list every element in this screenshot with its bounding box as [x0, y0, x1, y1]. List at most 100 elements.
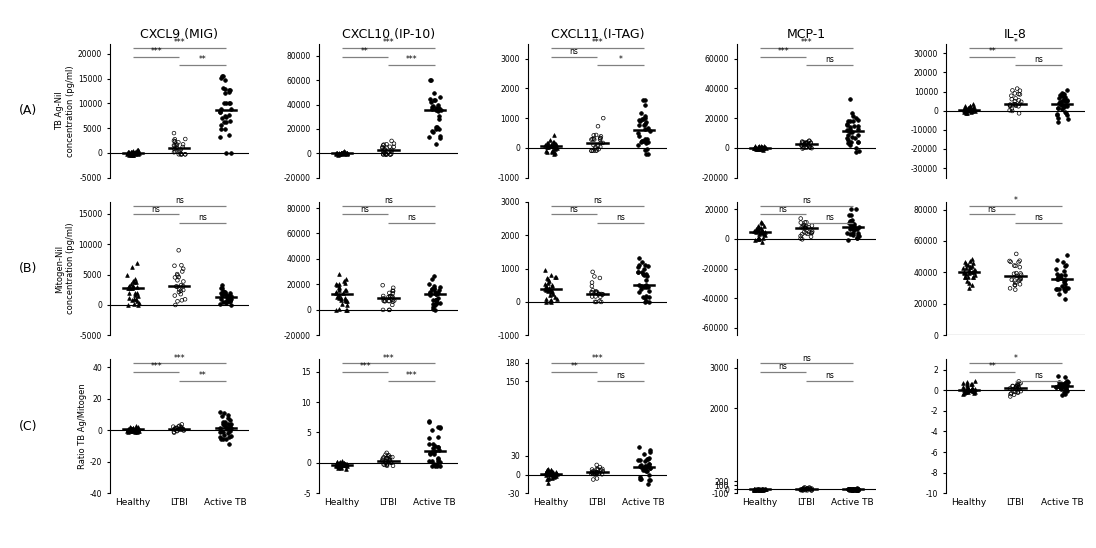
Point: [167, 135, 184, 144]
Point: [746, 145, 764, 153]
Text: ns: ns: [1035, 371, 1043, 380]
Point: [757, 485, 775, 494]
Point: [796, 218, 813, 227]
Point: [849, 124, 867, 133]
Text: *: *: [1014, 196, 1017, 205]
Point: [1007, 278, 1025, 287]
Point: [801, 144, 819, 152]
Point: [427, 122, 445, 131]
Point: [221, 292, 239, 300]
Point: [544, 138, 561, 146]
Point: [631, 462, 649, 471]
Point: [963, 261, 981, 270]
Point: [962, 386, 980, 395]
Point: [424, 439, 442, 448]
Point: [1011, 275, 1028, 284]
Point: [219, 293, 237, 301]
Point: [385, 287, 402, 295]
Point: [641, 447, 659, 456]
Point: [586, 144, 604, 153]
Point: [961, 284, 979, 293]
Point: [328, 150, 345, 158]
Point: [127, 422, 145, 431]
Point: [1002, 101, 1019, 110]
Point: [592, 292, 609, 301]
Point: [753, 484, 770, 493]
Point: [122, 148, 139, 157]
Point: [631, 455, 649, 464]
Point: [165, 261, 183, 270]
Point: [755, 221, 773, 230]
Point: [640, 287, 658, 296]
Point: [338, 465, 355, 473]
Point: [632, 460, 650, 469]
Point: [846, 486, 864, 494]
Point: [955, 378, 972, 387]
Point: [331, 459, 349, 468]
Point: [375, 453, 392, 461]
Point: [1007, 383, 1025, 391]
Point: [543, 295, 560, 304]
Point: [1055, 387, 1073, 396]
Point: [170, 246, 187, 255]
Point: [219, 420, 237, 429]
Point: [335, 147, 353, 156]
Point: [1048, 275, 1065, 283]
Point: [124, 150, 141, 159]
Point: [165, 291, 183, 300]
Point: [594, 139, 612, 147]
Point: [583, 288, 601, 296]
Point: [421, 288, 438, 297]
Point: [174, 282, 192, 290]
Point: [1009, 102, 1027, 111]
Point: [1003, 92, 1020, 100]
Point: [639, 466, 657, 475]
Point: [593, 470, 610, 478]
Point: [1055, 372, 1073, 381]
Point: [590, 145, 607, 153]
Point: [379, 293, 397, 301]
Point: [330, 463, 347, 472]
Point: [791, 232, 809, 241]
Point: [962, 106, 980, 115]
Point: [629, 129, 647, 138]
Point: [174, 142, 192, 151]
Point: [378, 460, 396, 469]
Point: [128, 149, 146, 157]
Point: [540, 467, 558, 476]
Point: [384, 287, 401, 295]
Point: [754, 146, 772, 155]
Point: [957, 105, 974, 113]
Point: [540, 470, 558, 478]
Point: [222, 149, 240, 157]
Point: [592, 133, 609, 142]
Point: [212, 108, 229, 117]
Point: [423, 105, 441, 113]
Point: [213, 427, 230, 436]
Point: [750, 484, 767, 493]
Point: [798, 144, 815, 152]
Point: [127, 295, 145, 304]
Point: [752, 224, 769, 232]
Point: [750, 144, 767, 152]
Point: [963, 380, 981, 389]
Point: [1013, 98, 1030, 106]
Point: [794, 235, 811, 244]
Point: [586, 298, 604, 306]
Point: [539, 467, 557, 476]
Point: [124, 427, 141, 436]
Point: [338, 459, 355, 468]
Point: [849, 231, 867, 240]
Point: [1051, 379, 1069, 387]
Point: [1002, 100, 1019, 109]
Point: [421, 133, 438, 141]
Point: [431, 286, 448, 295]
Point: [329, 150, 346, 159]
Point: [214, 113, 231, 122]
Point: [385, 139, 402, 148]
Point: [637, 261, 654, 270]
Point: [1051, 98, 1069, 106]
Point: [538, 466, 556, 475]
Point: [752, 141, 769, 150]
Point: [750, 234, 767, 243]
